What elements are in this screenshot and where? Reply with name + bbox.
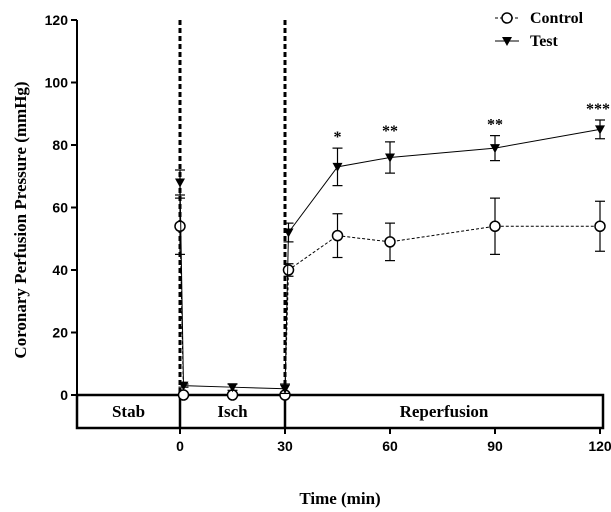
control-point: [282, 264, 295, 276]
control-point: [594, 220, 606, 232]
y-tick-label: 20: [52, 325, 68, 341]
series-test: [175, 119, 605, 395]
control-point: [331, 229, 344, 242]
test-point: [283, 228, 294, 238]
phase-bar-frame: [75, 393, 605, 430]
significance-label: ***: [586, 101, 610, 118]
test-point: [595, 125, 605, 135]
legend-item: Test: [495, 33, 559, 50]
phase-label: Stab: [112, 402, 145, 421]
test-point: [332, 162, 343, 172]
y-tick-label: 0: [60, 387, 68, 403]
x-axis-title: Time (min): [299, 489, 380, 508]
y-axis-title: Coronary Perfusion Pressure (mmHg): [11, 81, 30, 358]
control-point: [177, 389, 190, 401]
series-control: [174, 197, 606, 401]
ischemia-markers: [178, 20, 287, 395]
x-tick-label: 0: [176, 438, 184, 454]
significance-label: *: [334, 129, 342, 146]
legend-label: Test: [530, 33, 559, 50]
phase-label: Isch: [217, 402, 248, 421]
legend-item: Control: [495, 10, 584, 27]
x-tick-label: 120: [588, 438, 611, 454]
significance-label: **: [487, 117, 503, 134]
y-tick-label: 120: [45, 12, 69, 28]
test-point: [490, 144, 500, 154]
test-point: [178, 381, 189, 391]
legend-marker: [501, 12, 513, 24]
legend: Control Test: [495, 10, 584, 50]
y-tick-label: 100: [45, 75, 69, 91]
legend-label: Control: [530, 10, 584, 27]
control-point: [384, 236, 396, 248]
phase-bar: Stab Isch Reperfusion: [75, 393, 605, 430]
x-tick-label: 90: [487, 438, 503, 454]
x-tick-label: 60: [382, 438, 398, 454]
series-layer: [174, 119, 606, 401]
control-point: [174, 220, 186, 232]
significance-label: **: [382, 123, 398, 140]
y-tick-label: 60: [52, 200, 68, 216]
test-point: [280, 384, 290, 394]
control-point: [489, 220, 501, 232]
legend-marker: [502, 37, 512, 46]
test-point: [227, 383, 238, 393]
significance-labels: * ** *****: [334, 101, 611, 146]
x-tick-label: 30: [277, 438, 293, 454]
phase-label: Reperfusion: [400, 402, 489, 421]
y-tick-label: 80: [52, 137, 68, 153]
axes: 0 20 40 60 80 100 120 0 30 60 90 120: [45, 12, 611, 454]
test-point: [385, 153, 395, 163]
y-tick-label: 40: [52, 262, 68, 278]
test-point: [175, 178, 185, 188]
